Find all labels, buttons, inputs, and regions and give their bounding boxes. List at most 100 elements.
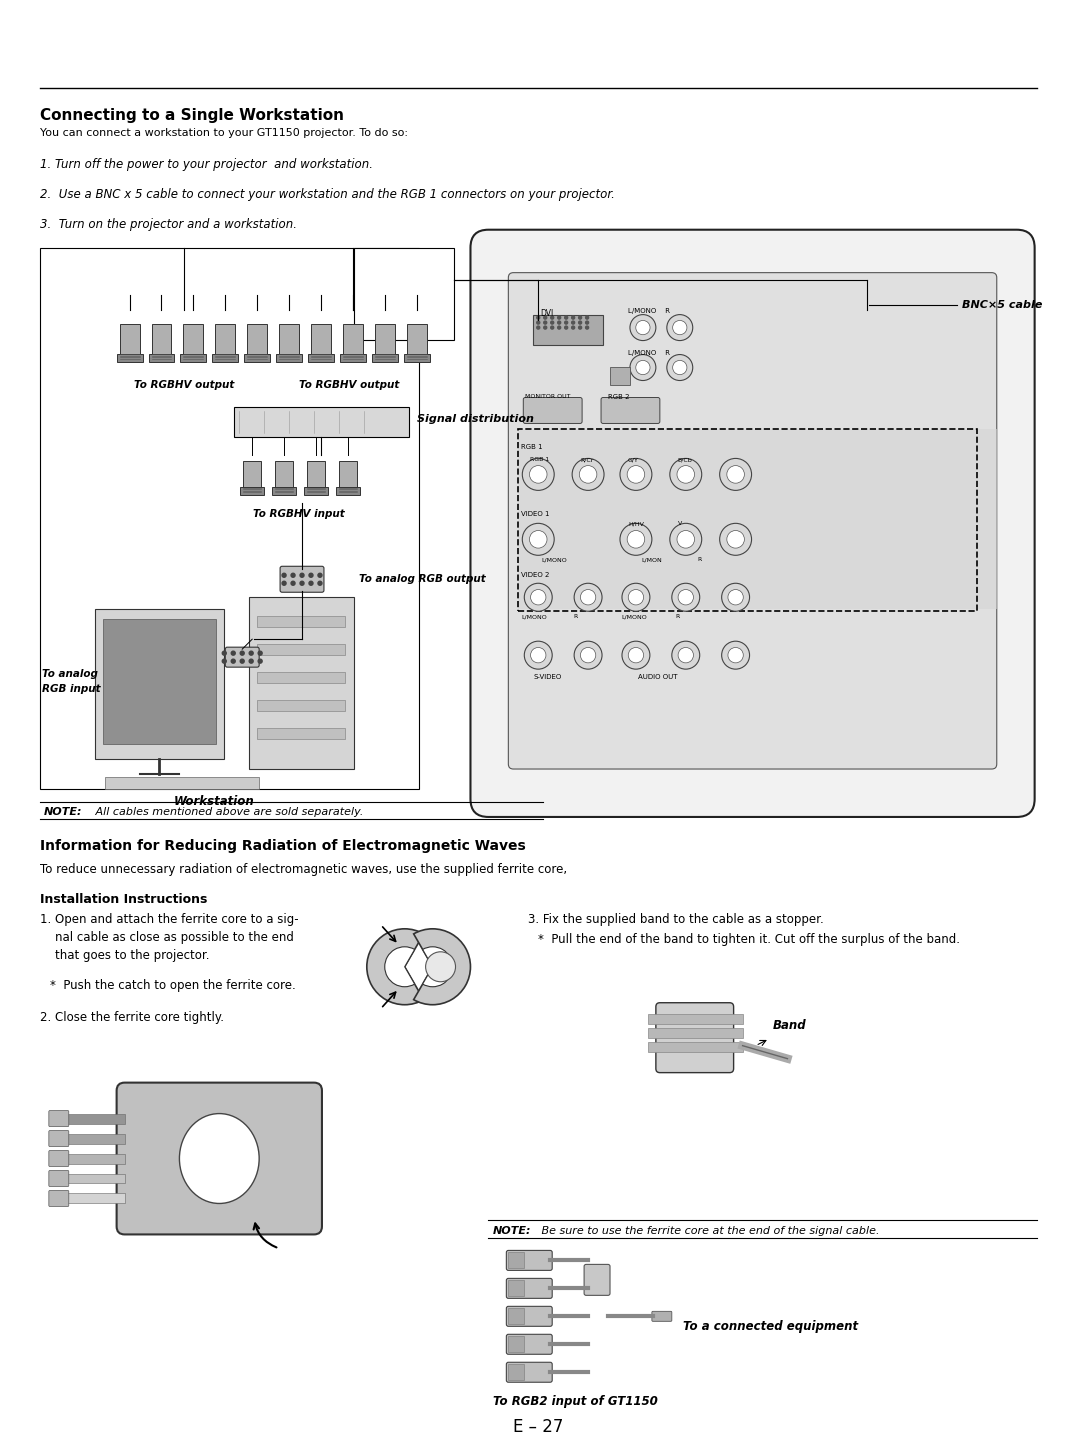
Circle shape — [282, 581, 286, 585]
Circle shape — [579, 465, 597, 483]
Text: To reduce unnecessary radiation of electromagnetic waves, use the supplied ferri: To reduce unnecessary radiation of elect… — [40, 863, 567, 876]
Bar — [247, 324, 267, 356]
Bar — [648, 1013, 743, 1023]
Text: L/MONO: L/MONO — [541, 558, 567, 562]
Bar — [308, 353, 334, 362]
Bar — [234, 408, 408, 438]
Bar — [50, 1134, 124, 1144]
Bar — [372, 353, 397, 362]
Circle shape — [579, 326, 582, 329]
Text: L/MONO    R: L/MONO R — [627, 307, 670, 314]
Text: 2. Close the ferrite core tightly.: 2. Close the ferrite core tightly. — [40, 1010, 224, 1023]
Text: Workstation: Workstation — [174, 795, 255, 808]
Circle shape — [523, 458, 554, 490]
Circle shape — [571, 326, 575, 329]
Bar — [213, 353, 239, 362]
Text: L/MONO: L/MONO — [522, 614, 548, 620]
Bar — [257, 617, 345, 627]
Bar — [249, 597, 354, 769]
Circle shape — [728, 589, 743, 605]
Bar — [40, 248, 419, 790]
Circle shape — [565, 321, 568, 324]
Text: To RGB2 input of GT1150: To RGB2 input of GT1150 — [494, 1395, 658, 1408]
Circle shape — [529, 465, 548, 483]
Bar — [149, 353, 175, 362]
Bar — [257, 672, 345, 683]
Circle shape — [543, 326, 546, 329]
Circle shape — [678, 589, 693, 605]
Circle shape — [575, 641, 602, 669]
Circle shape — [551, 321, 554, 324]
Circle shape — [622, 584, 650, 611]
FancyBboxPatch shape — [49, 1170, 69, 1186]
Wedge shape — [422, 947, 453, 987]
Circle shape — [727, 530, 744, 548]
Circle shape — [622, 641, 650, 669]
Bar — [509, 1281, 524, 1297]
Circle shape — [557, 316, 561, 318]
Text: AUDIO OUT: AUDIO OUT — [638, 674, 677, 680]
Circle shape — [585, 316, 589, 318]
Text: E – 27: E – 27 — [513, 1418, 564, 1437]
Circle shape — [670, 458, 702, 490]
Text: VIDEO 2: VIDEO 2 — [522, 572, 550, 578]
Text: To analog: To analog — [42, 669, 97, 679]
Circle shape — [630, 354, 656, 380]
Text: You can connect a workstation to your GT1150 projector. To do so:: You can connect a workstation to your GT… — [40, 128, 408, 138]
Circle shape — [677, 530, 694, 548]
FancyBboxPatch shape — [471, 229, 1035, 817]
FancyBboxPatch shape — [584, 1264, 610, 1295]
Circle shape — [571, 316, 575, 318]
Bar — [404, 353, 430, 362]
Bar — [307, 461, 325, 490]
Bar — [342, 324, 363, 356]
Circle shape — [543, 316, 546, 318]
Circle shape — [300, 574, 303, 578]
Bar — [215, 324, 235, 356]
Bar — [105, 777, 259, 790]
Bar — [509, 1252, 524, 1268]
Bar — [184, 324, 203, 356]
Text: To RGBHV output: To RGBHV output — [299, 379, 399, 389]
Circle shape — [565, 316, 568, 318]
Circle shape — [222, 659, 227, 663]
Bar — [339, 461, 356, 490]
Text: Band: Band — [772, 1019, 806, 1032]
Bar — [120, 324, 139, 356]
Circle shape — [572, 458, 604, 490]
Bar — [243, 461, 261, 490]
Circle shape — [530, 647, 545, 663]
Bar — [151, 324, 172, 356]
Bar — [518, 429, 976, 611]
Text: nal cable as close as possible to the end: nal cable as close as possible to the en… — [40, 931, 294, 944]
Bar — [407, 324, 427, 356]
Text: 1. Turn off the power to your projector  and workstation.: 1. Turn off the power to your projector … — [40, 159, 373, 171]
FancyBboxPatch shape — [524, 398, 582, 424]
Bar — [180, 353, 206, 362]
Circle shape — [240, 651, 244, 656]
Text: G/Y: G/Y — [627, 457, 639, 463]
Text: NOTE:: NOTE: — [492, 1226, 531, 1236]
FancyBboxPatch shape — [49, 1111, 69, 1127]
FancyBboxPatch shape — [117, 1082, 322, 1235]
Circle shape — [627, 465, 645, 483]
FancyBboxPatch shape — [226, 647, 259, 667]
Circle shape — [677, 465, 694, 483]
Text: Installation Instructions: Installation Instructions — [40, 893, 207, 906]
Bar — [257, 700, 345, 710]
Circle shape — [670, 523, 702, 555]
Circle shape — [537, 321, 540, 324]
Bar — [336, 487, 360, 496]
Text: L/MON: L/MON — [640, 558, 662, 562]
FancyBboxPatch shape — [280, 566, 324, 592]
FancyBboxPatch shape — [652, 1311, 672, 1321]
Bar — [50, 1154, 124, 1163]
Circle shape — [636, 320, 650, 334]
Text: 1. Open and attach the ferrite core to a sig-: 1. Open and attach the ferrite core to a… — [40, 912, 298, 925]
Circle shape — [318, 574, 322, 578]
Text: R: R — [573, 614, 578, 620]
Text: *  Pull the end of the band to tighten it. Cut off the surplus of the band.: * Pull the end of the band to tighten it… — [538, 932, 960, 945]
Circle shape — [575, 584, 602, 611]
Bar — [303, 487, 328, 496]
Bar — [50, 1114, 124, 1124]
